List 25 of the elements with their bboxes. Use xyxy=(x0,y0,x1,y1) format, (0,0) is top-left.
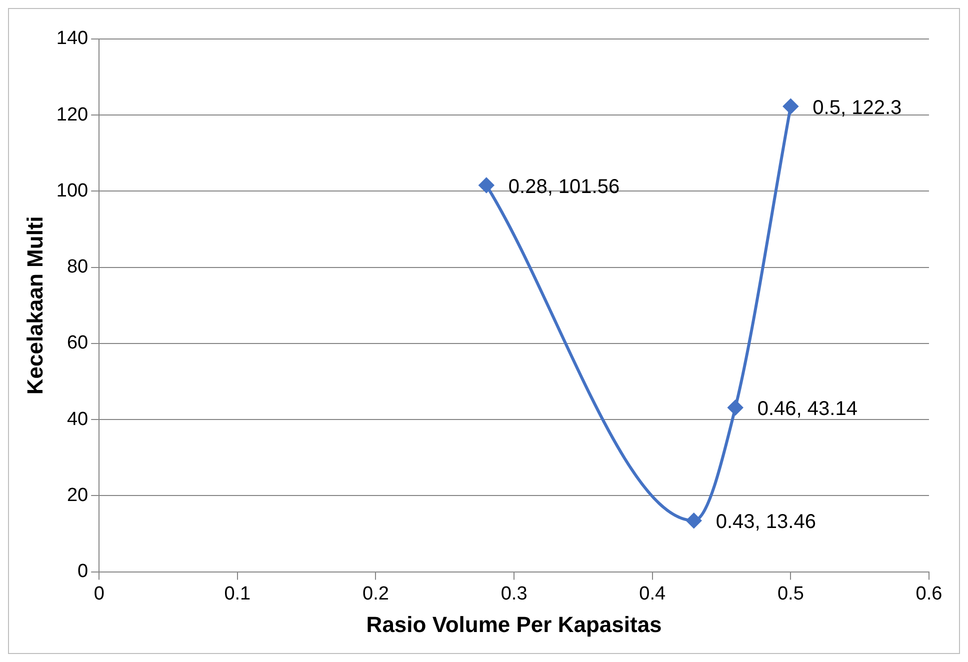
y-tick-label: 0 xyxy=(78,561,88,582)
data-label: 0.46, 43.14 xyxy=(757,398,858,420)
y-tick-label: 80 xyxy=(66,256,88,278)
x-tick-label: 0.4 xyxy=(639,583,666,604)
point xyxy=(478,178,494,193)
x-tick-label: 0 xyxy=(94,583,104,604)
data-label: 0.43, 13.46 xyxy=(716,511,816,534)
x-tick-label: 0.3 xyxy=(500,583,528,604)
x-tick-label: 0.6 xyxy=(916,583,942,604)
y-tick-label: 40 xyxy=(66,408,88,430)
y-tick-label: 120 xyxy=(56,104,88,126)
x-tick-label: 0.2 xyxy=(362,583,389,604)
x-tick-label: 0.5 xyxy=(777,583,804,604)
y-tick-label: 140 xyxy=(56,28,88,50)
data-label: 0.28, 101.56 xyxy=(508,176,620,198)
x-tick-label: 0.1 xyxy=(224,583,251,604)
y-tick-label: 100 xyxy=(56,180,88,202)
x-axis-title: Rasio Volume Per Kapasitas xyxy=(366,612,662,637)
y-tick-label: 60 xyxy=(66,332,88,354)
data-label: 0.5, 122.3 xyxy=(812,96,902,119)
point xyxy=(686,513,702,528)
y-axis-title: Kecelakaan Multi xyxy=(22,216,48,395)
point xyxy=(728,400,743,416)
point xyxy=(783,98,798,114)
y-tick-label: 20 xyxy=(66,484,88,506)
